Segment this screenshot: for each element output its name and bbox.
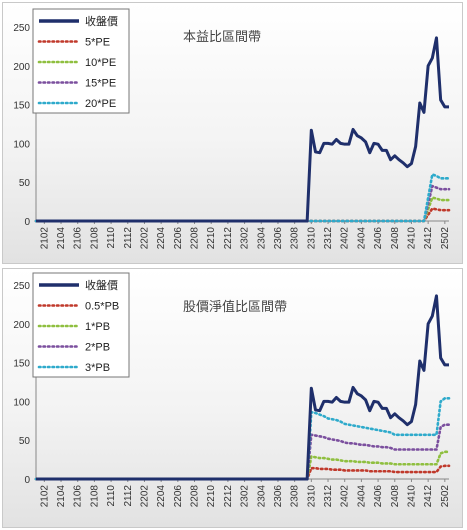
x-tick-label: 2308 (290, 227, 301, 250)
x-tick-label: 2212 (223, 227, 234, 250)
y-tick-label: 250 (13, 281, 30, 292)
x-tick-label: 2104 (56, 227, 67, 250)
x-tick-label: 2404 (356, 485, 367, 508)
y-tick-label: 50 (19, 178, 31, 189)
x-tick-label: 2302 (240, 485, 251, 508)
x-tick-label: 2410 (406, 227, 417, 250)
x-tick-label: 2302 (240, 227, 251, 250)
x-tick-label: 2110 (106, 227, 117, 249)
series-line-0 (36, 294, 449, 481)
legend-label: 收盤價 (85, 278, 118, 292)
x-tick-label: 2206 (173, 227, 184, 250)
x-tick-label: 2412 (423, 227, 434, 250)
legend-label: 15*PE (85, 78, 116, 90)
series-line-1 (34, 207, 451, 223)
x-tick-label: 2406 (373, 227, 384, 250)
legend-label: 5*PE (85, 37, 110, 49)
x-tick-label: 2312 (323, 227, 334, 250)
legend-label: 10*PE (85, 57, 116, 69)
pb-band-chart: 0 50 100 150 200 250 2102 2104 2106 2108 2110 2112 2… (13, 272, 451, 508)
x-tick-label: 2304 (256, 485, 267, 508)
y-tick-label: 200 (13, 320, 30, 331)
x-tick-label: 2212 (223, 485, 234, 508)
x-tick-label: 2102 (39, 227, 50, 250)
x-tick-label: 2108 (89, 485, 100, 508)
legend-label: 收盤價 (85, 14, 118, 28)
x-tick-label: 2408 (390, 227, 401, 250)
x-tick-label: 2406 (373, 485, 384, 508)
x-tick-label: 2310 (306, 485, 317, 508)
x-tick-label: 2304 (256, 227, 267, 250)
x-tick-label: 2312 (323, 485, 334, 508)
x-tick-label: 2108 (89, 227, 100, 250)
y-tick-label: 100 (13, 139, 30, 150)
x-tick-label: 2412 (423, 485, 434, 508)
x-tick-label: 2106 (73, 227, 84, 250)
chart-title: 股價淨值比區間帶 (183, 299, 287, 314)
legend-label: 20*PE (85, 98, 116, 110)
legend-label: 3*PB (85, 362, 110, 374)
y-tick-label: 250 (13, 23, 30, 34)
x-tick-label: 2502 (440, 227, 451, 250)
x-tick-label: 2408 (390, 485, 401, 508)
x-tick-label: 2210 (206, 485, 217, 508)
x-tick-label: 2308 (290, 485, 301, 508)
series-line-1 (34, 464, 451, 481)
x-tick-label: 2208 (190, 485, 201, 508)
y-tick-label: 150 (13, 359, 30, 370)
x-tick-label: 2110 (106, 485, 117, 507)
y-tick-label: 200 (13, 62, 30, 73)
pb-band-chart-panel: 0 50 100 150 200 250 2102 2104 2106 2108 2110 2112 2… (2, 268, 463, 528)
x-tick-label: 2310 (306, 227, 317, 250)
x-tick-label: 2204 (156, 227, 167, 250)
x-tick-label: 2102 (39, 485, 50, 508)
x-tick-label: 2404 (356, 227, 367, 250)
series-line-2 (34, 196, 451, 223)
series-line-4 (34, 173, 451, 223)
x-tick-label: 2204 (156, 485, 167, 508)
series-line-0 (36, 36, 449, 223)
legend-label: 1*PB (85, 321, 110, 333)
legend-label: 2*PB (85, 342, 110, 354)
x-tick-label: 2306 (273, 485, 284, 508)
x-tick-label: 2112 (123, 227, 134, 249)
legend-label: 0.5*PB (85, 301, 119, 313)
x-tick-label: 2202 (139, 485, 150, 508)
x-tick-label: 2402 (340, 485, 351, 508)
pe-band-chart-panel: 0 50 100 150 200 250 2102 2104 2106 2108 2110 2112 2… (2, 2, 463, 264)
x-tick-label: 2210 (206, 227, 217, 250)
x-tick-label: 2502 (440, 485, 451, 508)
x-tick-label: 2410 (406, 485, 417, 508)
pe-band-chart: 0 50 100 150 200 250 2102 2104 2106 2108 2110 2112 2… (13, 8, 451, 250)
series-line-2 (34, 450, 451, 481)
x-tick-label: 2112 (123, 485, 134, 507)
series-line-3 (34, 184, 451, 223)
x-tick-label: 2208 (190, 227, 201, 250)
x-tick-label: 2306 (273, 227, 284, 250)
y-tick-label: 150 (13, 101, 30, 112)
x-tick-label: 2402 (340, 227, 351, 250)
y-tick-label: 50 (19, 436, 31, 447)
x-tick-label: 2104 (56, 485, 67, 508)
chart-title: 本益比區間帶 (183, 29, 261, 44)
y-tick-label: 0 (24, 217, 30, 228)
y-tick-label: 0 (24, 475, 30, 486)
x-tick-label: 2206 (173, 485, 184, 508)
x-tick-label: 2106 (73, 485, 84, 508)
y-tick-label: 100 (13, 397, 30, 408)
x-tick-label: 2202 (139, 227, 150, 250)
